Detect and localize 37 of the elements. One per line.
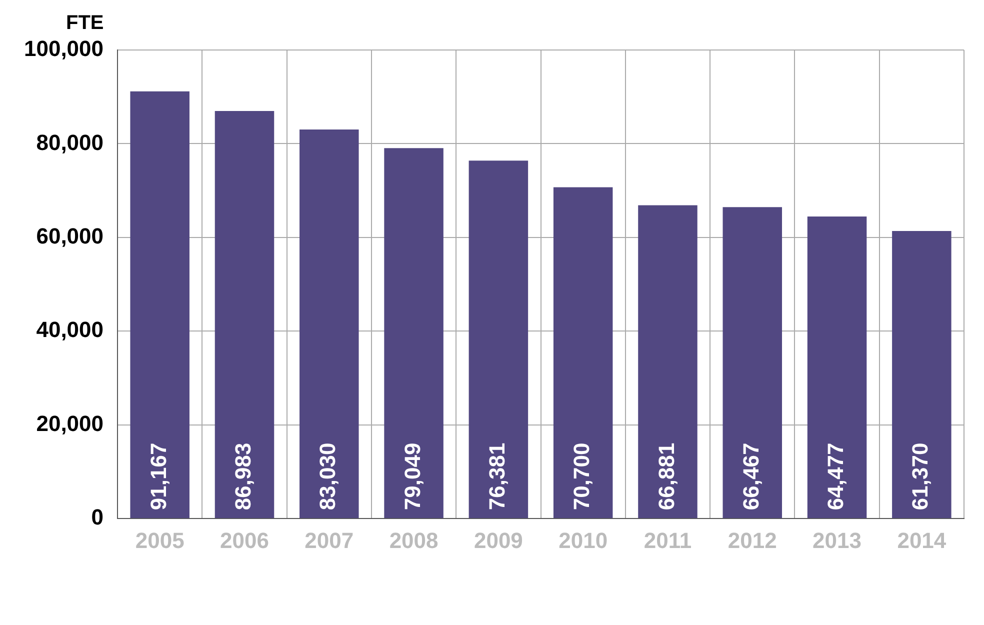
bar xyxy=(300,130,359,518)
y-axis-title: FTE xyxy=(66,12,104,35)
bar xyxy=(892,231,952,518)
bar xyxy=(553,187,613,518)
y-tick-label: 0 xyxy=(91,504,104,530)
x-tick-label: 2012 xyxy=(728,528,777,553)
bar xyxy=(807,216,867,518)
x-tick-label: 2008 xyxy=(389,528,438,553)
data-label: 66,881 xyxy=(654,442,679,510)
data-label: 64,477 xyxy=(823,442,848,510)
x-tick-label: 2013 xyxy=(812,528,862,553)
x-tick-label: 2011 xyxy=(644,528,692,553)
bar xyxy=(130,91,190,518)
x-tick-label: 2006 xyxy=(220,528,269,553)
data-label: 79,049 xyxy=(400,442,425,510)
data-label: 91,167 xyxy=(146,442,171,510)
x-tick-label: 2009 xyxy=(474,528,523,553)
bar xyxy=(384,148,444,518)
bar xyxy=(468,160,528,518)
data-label: 61,370 xyxy=(908,442,933,510)
bar xyxy=(722,207,782,518)
y-tick-label: 100,000 xyxy=(24,36,104,62)
data-label: 86,983 xyxy=(230,442,256,510)
bar xyxy=(638,205,698,518)
bar xyxy=(214,111,274,518)
data-label: 70,700 xyxy=(569,442,594,510)
y-tick-label: 80,000 xyxy=(36,130,104,155)
x-tick-label: 2010 xyxy=(558,528,608,553)
x-tick-label: 2014 xyxy=(897,528,947,553)
y-tick-label: 20,000 xyxy=(36,410,104,436)
y-tick-label: 40,000 xyxy=(36,317,104,342)
x-tick-label: 2007 xyxy=(304,528,354,553)
data-label: 76,381 xyxy=(484,442,510,510)
data-label: 83,030 xyxy=(315,442,340,510)
x-tick-label: 2005 xyxy=(135,528,184,553)
data-label: 66,467 xyxy=(738,442,764,510)
y-tick-label: 60,000 xyxy=(36,224,104,249)
